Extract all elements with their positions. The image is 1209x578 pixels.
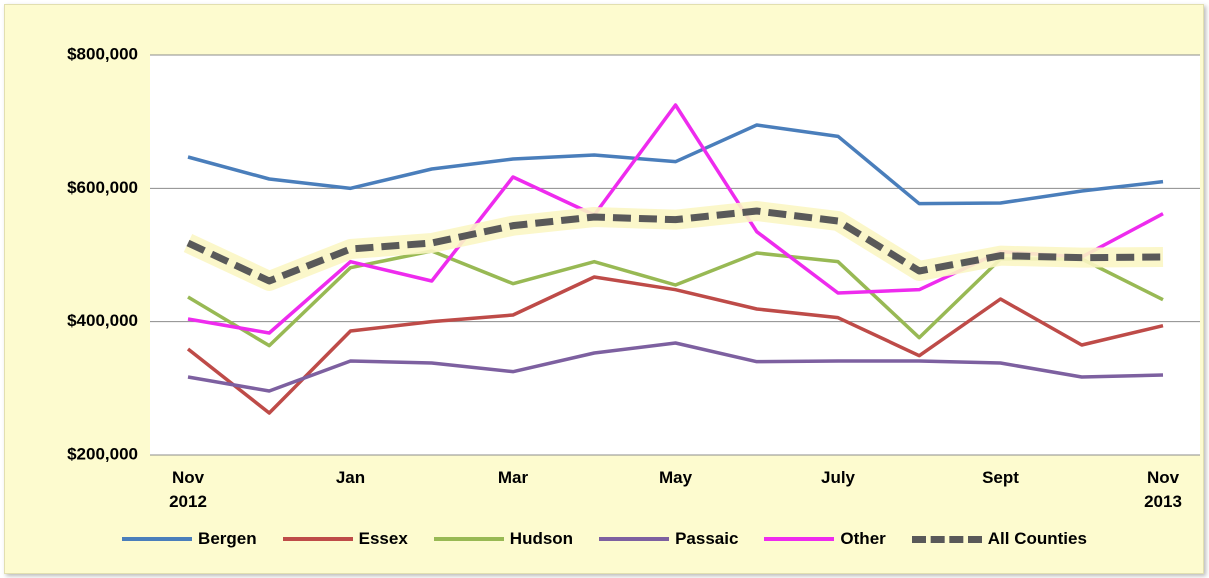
legend: Bergen Essex Hudson Passaic Other All Countie… [0, 529, 1209, 549]
line [187, 123, 1164, 206]
legend-label: Other [840, 529, 886, 548]
x-tick-label: May [658, 468, 693, 487]
line [186, 207, 1164, 285]
legend-label: Hudson [509, 529, 574, 548]
legend-swatch [911, 535, 982, 543]
x-tick-label: July [820, 468, 856, 487]
x-tick-label: Sept [982, 468, 1019, 487]
legend-item: Hudson [433, 529, 574, 549]
line [186, 275, 1164, 415]
legend-item: Essex [282, 529, 408, 549]
legend-item: Bergen [122, 529, 257, 549]
y-tick-label: $200,000 [67, 444, 138, 463]
legend-label: All Counties [987, 529, 1087, 548]
legend-swatch [764, 537, 835, 541]
x-tick-label: Nov 2013 [1144, 468, 1182, 511]
x-tick-label: Jan [335, 468, 366, 487]
legend-swatch [282, 537, 353, 541]
legend-label: Essex [358, 529, 408, 548]
legend-swatch [433, 537, 504, 541]
legend-item: All Counties [911, 529, 1087, 549]
y-tick-label: $400,000 [67, 311, 138, 330]
legend-swatch [599, 537, 670, 541]
legend-label: Bergen [198, 529, 257, 548]
legend-item: Other [764, 529, 886, 549]
x-tick-label: Mar [497, 468, 529, 487]
line [187, 341, 1164, 393]
y-tick-label: $600,000 [67, 178, 138, 197]
y-tick-label: $800,000 [67, 44, 138, 63]
x-tick-label: Nov 2012 [169, 468, 207, 511]
legend-item: Passaic [599, 529, 738, 549]
legend-label: Passaic [675, 529, 739, 548]
legend-swatch [122, 537, 193, 541]
